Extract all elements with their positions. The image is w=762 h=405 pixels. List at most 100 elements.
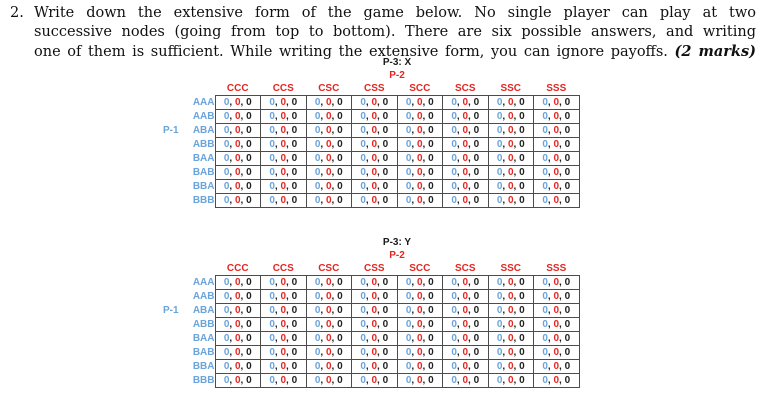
- p2-payoff: 0: [462, 305, 469, 316]
- p2-payoff: 0: [462, 277, 469, 288]
- payoff-cell: 0, 0, 0: [260, 95, 307, 110]
- p3-payoff: 0: [246, 111, 252, 122]
- p1-payoff: 0: [496, 195, 503, 206]
- p2-payoff: 0: [462, 319, 469, 330]
- p1-payoff: 0: [542, 375, 548, 386]
- p1-payoff: 0: [223, 291, 230, 302]
- p2-payoff: 0: [507, 139, 514, 150]
- p1-payoff: 0: [360, 139, 366, 150]
- p2-payoff: 0: [280, 375, 287, 386]
- p1-payoff: 0: [314, 111, 321, 122]
- p2-payoff: 0: [507, 305, 514, 316]
- p3-payoff: 0: [564, 195, 571, 206]
- payoff-cell: 0, 0, 0: [214, 179, 261, 194]
- column-player-label: P-2: [389, 70, 405, 81]
- p3-payoff: 0: [473, 305, 480, 316]
- p2-payoff: 0: [371, 195, 378, 206]
- payoff-cell: 0, 0, 0: [351, 317, 398, 332]
- payoff-cell: 0, 0, 0: [260, 165, 307, 180]
- p3-payoff: 0: [337, 319, 343, 330]
- p3-payoff: 0: [564, 153, 571, 164]
- payoff-cell: 0, 0, 0: [487, 317, 534, 332]
- payoff-cell: 0, 0, 0: [396, 109, 443, 124]
- p2-payoff: 0: [507, 361, 514, 372]
- p3-payoff: 0: [519, 333, 525, 344]
- p1-payoff: 0: [451, 195, 457, 206]
- payoff-cell: 0, 0, 0: [260, 331, 307, 346]
- payoff-table-p3x: P-3: X P-2 P-1 CCC CCS CSC CSS SCC SCS SSC SSS A…: [157, 56, 581, 208]
- p1-payoff: 0: [269, 181, 275, 192]
- p3-payoff: 0: [473, 153, 480, 164]
- p2-payoff: 0: [280, 277, 287, 288]
- payoff-cell: 0, 0, 0: [487, 193, 534, 208]
- p3-payoff: 0: [428, 361, 434, 372]
- table-row: ABB 0, 0, 0 0, 0, 0 0, 0, 0 0, 0, 0 0, 0, 0 0,…: [157, 317, 580, 332]
- p1-payoff: 0: [496, 319, 503, 330]
- column-header: SCC: [409, 83, 431, 94]
- payoff-cell: 0, 0, 0: [260, 289, 307, 304]
- p1-payoff: 0: [314, 333, 321, 344]
- question-number: 2.: [10, 5, 24, 21]
- p1-payoff: 0: [405, 111, 412, 122]
- p2-payoff: 0: [553, 153, 560, 164]
- p1-payoff: 0: [360, 181, 366, 192]
- p2-payoff: 0: [462, 125, 469, 136]
- p1-payoff: 0: [542, 97, 548, 108]
- row-header: BBB: [192, 195, 215, 206]
- p3-payoff: 0: [337, 361, 343, 372]
- p1-payoff: 0: [405, 125, 412, 136]
- p2-payoff: 0: [325, 195, 332, 206]
- p1-payoff: 0: [405, 347, 412, 358]
- payoff-cell: 0, 0, 0: [214, 193, 261, 208]
- payoff-cell: 0, 0, 0: [260, 179, 307, 194]
- payoff-cell: 0, 0, 0: [305, 289, 352, 304]
- p2-payoff: 0: [234, 375, 241, 386]
- p2-payoff: 0: [280, 181, 287, 192]
- p2-payoff: 0: [280, 125, 287, 136]
- p3-payoff: 0: [564, 277, 571, 288]
- p3-payoff: 0: [519, 181, 525, 192]
- p3-payoff: 0: [428, 347, 434, 358]
- payoff-cell: 0, 0, 0: [260, 193, 307, 208]
- column-header: CCS: [272, 83, 294, 94]
- p3-payoff: 0: [473, 319, 480, 330]
- p1-payoff: 0: [223, 375, 230, 386]
- column-header: CSC: [318, 263, 340, 274]
- p1-payoff: 0: [405, 277, 412, 288]
- p3-payoff: 0: [519, 319, 525, 330]
- p2-payoff: 0: [234, 167, 241, 178]
- payoff-cell: 0, 0, 0: [442, 137, 489, 152]
- p3-payoff: 0: [291, 125, 298, 136]
- p3-payoff: 0: [337, 111, 343, 122]
- p1-payoff: 0: [360, 195, 366, 206]
- p2-payoff: 0: [234, 361, 241, 372]
- p3-payoff: 0: [519, 167, 525, 178]
- p1-payoff: 0: [451, 291, 457, 302]
- p3-payoff: 0: [246, 291, 252, 302]
- p1-payoff: 0: [360, 125, 366, 136]
- payoff-cell: 0, 0, 0: [533, 151, 580, 166]
- column-header: SCS: [454, 83, 476, 94]
- p1-payoff: 0: [496, 347, 503, 358]
- payoff-cell: 0, 0, 0: [442, 331, 489, 346]
- p2-payoff: 0: [325, 361, 332, 372]
- column-header: CSS: [363, 263, 385, 274]
- p1-payoff: 0: [405, 139, 412, 150]
- p2-payoff: 0: [234, 153, 241, 164]
- payoff-cell: 0, 0, 0: [487, 109, 534, 124]
- p2-payoff: 0: [462, 375, 469, 386]
- p2-payoff: 0: [553, 139, 560, 150]
- p1-payoff: 0: [269, 167, 275, 178]
- p2-payoff: 0: [553, 125, 560, 136]
- p1-payoff: 0: [542, 291, 548, 302]
- payoff-cell: 0, 0, 0: [214, 331, 261, 346]
- p2-payoff: 0: [507, 319, 514, 330]
- payoff-cell: 0, 0, 0: [351, 373, 398, 388]
- p1-payoff: 0: [542, 111, 548, 122]
- row-header: ABB: [192, 139, 215, 150]
- payoff-cell: 0, 0, 0: [260, 317, 307, 332]
- payoff-cell: 0, 0, 0: [351, 289, 398, 304]
- payoff-cell: 0, 0, 0: [351, 193, 398, 208]
- row-header: ABA: [192, 125, 215, 136]
- payoff-cell: 0, 0, 0: [487, 151, 534, 166]
